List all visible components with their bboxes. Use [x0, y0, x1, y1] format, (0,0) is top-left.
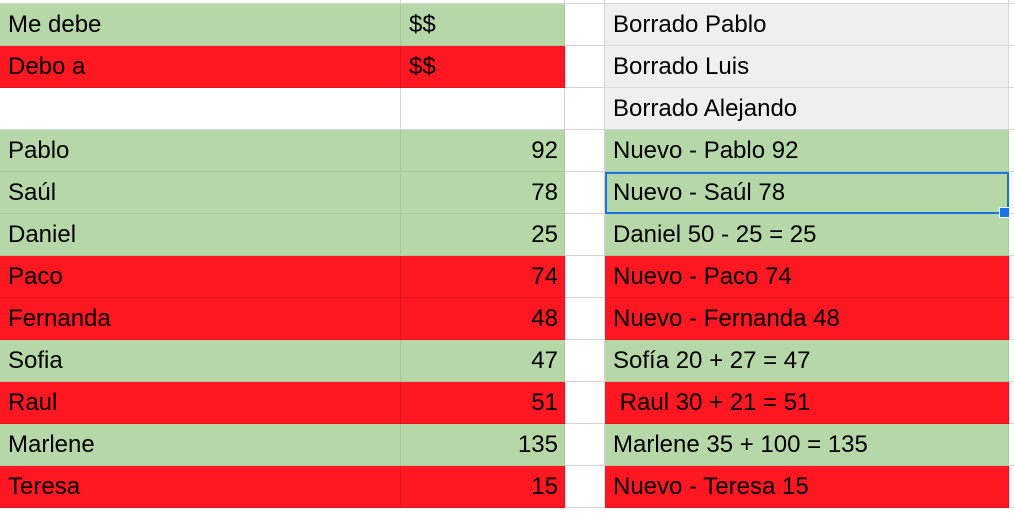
cell-note[interactable]: Borrado Luis [605, 46, 1009, 88]
cell-note[interactable]: Borrado Alejando [605, 88, 1009, 130]
cell-empty[interactable] [565, 340, 605, 382]
cell-empty[interactable] [565, 298, 605, 340]
cell-edge[interactable] [1009, 214, 1014, 256]
cell-name[interactable]: Me debe [0, 4, 401, 46]
cell-note[interactable]: Nuevo - Paco 74 [605, 256, 1009, 298]
cell-name[interactable]: Debo a [0, 46, 401, 88]
cell-edge[interactable] [1009, 382, 1014, 424]
cell-name[interactable]: Pablo [0, 130, 401, 172]
selection-fill-handle[interactable] [999, 207, 1010, 218]
cell-empty[interactable] [565, 466, 605, 508]
cell-empty[interactable] [565, 46, 605, 88]
cell-edge[interactable] [1009, 88, 1014, 130]
cell-note[interactable]: Nuevo - Teresa 15 [605, 466, 1009, 508]
cell-empty[interactable] [565, 130, 605, 172]
cell-empty[interactable] [565, 88, 605, 130]
cell-edge[interactable] [1009, 130, 1014, 172]
cell[interactable] [565, 0, 605, 4]
cell-name[interactable]: Fernanda [0, 298, 401, 340]
cell-empty[interactable] [565, 256, 605, 298]
cell-note[interactable]: Nuevo - Fernanda 48 [605, 298, 1009, 340]
cell-name[interactable]: Saúl [0, 172, 401, 214]
cell-amount[interactable]: 92 [401, 130, 565, 172]
cell-empty[interactable] [565, 214, 605, 256]
cell-name[interactable]: Paco [0, 256, 401, 298]
cell-amount[interactable]: 135 [401, 424, 565, 466]
cell[interactable] [401, 0, 565, 4]
cell-name[interactable]: Sofia [0, 340, 401, 382]
cell-name[interactable]: Teresa [0, 466, 401, 508]
cell-empty[interactable] [565, 172, 605, 214]
cell-edge[interactable] [1009, 424, 1014, 466]
cell-edge[interactable] [1009, 256, 1014, 298]
cell-empty[interactable] [565, 382, 605, 424]
cell-edge[interactable] [1009, 340, 1014, 382]
cell-edge[interactable] [1009, 466, 1014, 508]
cell-note[interactable]: Nuevo - Pablo 92 [605, 130, 1009, 172]
cell-note[interactable]: Sofía 20 + 27 = 47 [605, 340, 1009, 382]
cell-note[interactable]: Daniel 50 - 25 = 25 [605, 214, 1009, 256]
cell-amount[interactable]: 47 [401, 340, 565, 382]
cell-empty[interactable] [401, 88, 565, 130]
cell-amount[interactable]: $$ [401, 46, 565, 88]
cell[interactable] [605, 0, 1009, 4]
cell-name[interactable]: Raul [0, 382, 401, 424]
cell-note[interactable]: Raul 30 + 21 = 51 [605, 382, 1009, 424]
cell-note[interactable]: Borrado Pablo [605, 4, 1009, 46]
cell-amount[interactable]: 51 [401, 382, 565, 424]
cell-empty[interactable] [565, 4, 605, 46]
cell-amount[interactable]: 48 [401, 298, 565, 340]
cell-empty[interactable] [0, 88, 401, 130]
cell-amount[interactable]: $$ [401, 4, 565, 46]
cell-amount[interactable]: 78 [401, 172, 565, 214]
cell-edge[interactable] [1009, 298, 1014, 340]
cell[interactable] [1009, 0, 1014, 4]
cell-name[interactable]: Daniel [0, 214, 401, 256]
cell-edge[interactable] [1009, 4, 1014, 46]
cell-edge[interactable] [1009, 172, 1014, 214]
cell[interactable] [0, 0, 401, 4]
cell-empty[interactable] [565, 424, 605, 466]
cell-amount[interactable]: 25 [401, 214, 565, 256]
cell-note[interactable]: Marlene 35 + 100 = 135 [605, 424, 1009, 466]
cell-name[interactable]: Marlene [0, 424, 401, 466]
cell-note-selected[interactable]: Nuevo - Saúl 78 [605, 172, 1009, 214]
cell-edge[interactable] [1009, 46, 1014, 88]
cell-amount[interactable]: 74 [401, 256, 565, 298]
cell-amount[interactable]: 15 [401, 466, 565, 508]
